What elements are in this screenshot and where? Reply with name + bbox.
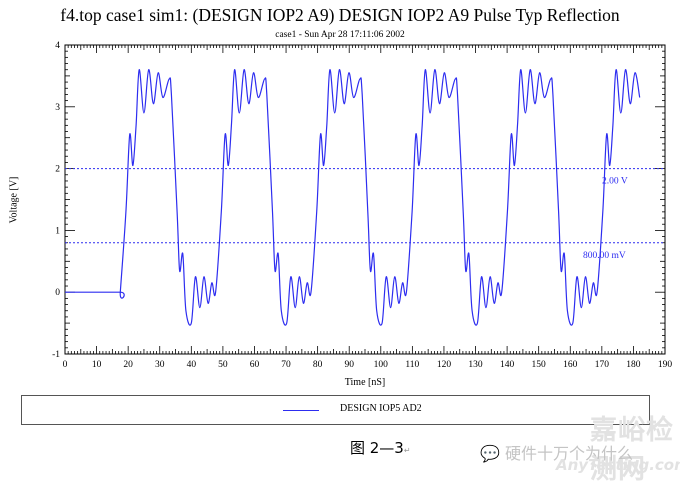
x-axis-label: Time [nS]: [344, 377, 386, 388]
waveform-trace: [65, 69, 641, 326]
watermark-wechat-text: 硬件十万个为什么: [505, 444, 634, 463]
svg-text:190: 190: [658, 360, 673, 370]
legend-line-swatch: [283, 410, 319, 411]
svg-text:130: 130: [468, 360, 483, 370]
svg-text:20: 20: [123, 360, 133, 370]
svg-text:150: 150: [532, 360, 547, 370]
reference-lines: [65, 168, 665, 244]
svg-text:4: 4: [55, 41, 60, 51]
plot-area: 0 10 20 30 40 50 60 70 80 90 100 110 120 130 140 150 160…: [52, 41, 672, 370]
svg-text:30: 30: [155, 360, 165, 370]
svg-text:90: 90: [344, 360, 354, 370]
chart-title: f4.top case1 sim1: (DESIGN IOP2 A9) DESI…: [60, 5, 620, 25]
svg-text:160: 160: [563, 360, 578, 370]
wechat-icon: 💬: [480, 444, 500, 463]
axes: 0 10 20 30 40 50 60 70 80 90 100 110 120 130 140 150 160…: [52, 41, 672, 370]
svg-text:0: 0: [55, 288, 60, 298]
caption-text: 图 2—3: [350, 439, 404, 457]
svg-text:-1: -1: [52, 350, 60, 360]
y-axis-label: Voltage [V]: [8, 176, 20, 224]
svg-text:10: 10: [92, 360, 102, 370]
svg-text:1: 1: [55, 226, 60, 236]
svg-text:800.00 mV: 800.00 mV: [583, 251, 626, 261]
figure-caption: 图 2—3↵: [350, 437, 411, 458]
svg-text:180: 180: [626, 360, 641, 370]
svg-text:50: 50: [218, 360, 228, 370]
svg-text:70: 70: [281, 360, 291, 370]
svg-text:60: 60: [250, 360, 260, 370]
svg-text:80: 80: [313, 360, 323, 370]
legend-entry: DESIGN IOP5 AD2: [340, 403, 422, 414]
svg-text:140: 140: [500, 360, 515, 370]
svg-text:2.00 V: 2.00 V: [602, 177, 628, 187]
paragraph-mark: ↵: [403, 446, 411, 455]
svg-text:170: 170: [595, 360, 610, 370]
svg-text:0: 0: [63, 360, 68, 370]
chart-subtitle: case1 - Sun Apr 28 17:11:06 2002: [275, 30, 405, 40]
reference-labels: 2.00 V 800.00 mV: [583, 177, 628, 261]
legend: DESIGN IOP5 AD2: [21, 395, 650, 425]
svg-text:110: 110: [405, 360, 419, 370]
watermark-wechat: 💬 硬件十万个为什么: [480, 440, 633, 464]
svg-text:3: 3: [55, 103, 60, 113]
svg-text:100: 100: [374, 360, 389, 370]
svg-text:2: 2: [55, 165, 60, 175]
watermark-site-en: AnyTesting.com: [556, 456, 680, 474]
svg-text:120: 120: [437, 360, 452, 370]
svg-text:40: 40: [187, 360, 197, 370]
